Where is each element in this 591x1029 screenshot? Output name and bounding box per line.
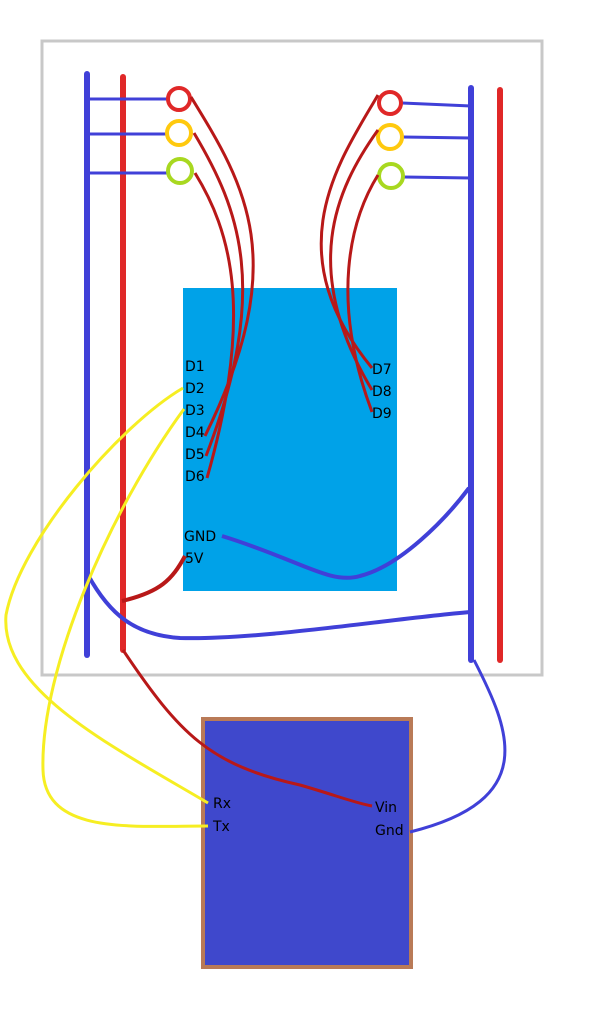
led-ground-lead — [402, 135, 472, 140]
wire-mcu-5v — [121, 555, 187, 603]
led-yellow-left — [165, 119, 193, 147]
led-yellow-right — [376, 123, 404, 151]
pin-label-d7: D7 — [372, 362, 392, 378]
pin-label-d3: D3 — [185, 403, 205, 419]
wire-d3-tx — [41, 408, 209, 828]
pin-label-5v: 5V — [185, 551, 204, 567]
led-red-left — [166, 86, 192, 112]
wire-d2-rx — [4, 386, 209, 805]
wire-ground-bridge — [86, 574, 471, 641]
wire-module-gnd — [409, 659, 507, 834]
led-green-left — [166, 157, 194, 185]
pin-label-gnd: GND — [184, 529, 216, 545]
pin-label-d8: D8 — [372, 384, 392, 400]
pin-label-d5: D5 — [185, 447, 205, 463]
pin-label-d4: D4 — [185, 425, 205, 441]
wire-module-vin — [121, 649, 373, 808]
breadboard-outline — [40, 39, 544, 677]
pin-label-d2: D2 — [185, 381, 205, 397]
module-label-vin: Vin — [375, 800, 397, 816]
serial-module — [201, 717, 413, 969]
led-green-right — [377, 162, 405, 190]
wire-d8 — [329, 129, 380, 391]
module-label-gnd: Gnd — [375, 823, 404, 839]
pin-label-d1: D1 — [185, 359, 205, 375]
wire-d9 — [346, 174, 380, 413]
pin-label-d9: D9 — [372, 406, 392, 422]
wire-mcu-gnd — [221, 486, 471, 580]
led-ground-lead — [403, 175, 472, 180]
module-label-tx: Tx — [212, 819, 230, 835]
wire-d6 — [193, 172, 236, 479]
led-red-right — [377, 90, 403, 116]
microcontroller-board — [183, 288, 397, 591]
led-ground-lead — [401, 101, 472, 108]
module-label-rx: Rx — [213, 796, 231, 812]
pin-label-d6: D6 — [185, 469, 205, 485]
